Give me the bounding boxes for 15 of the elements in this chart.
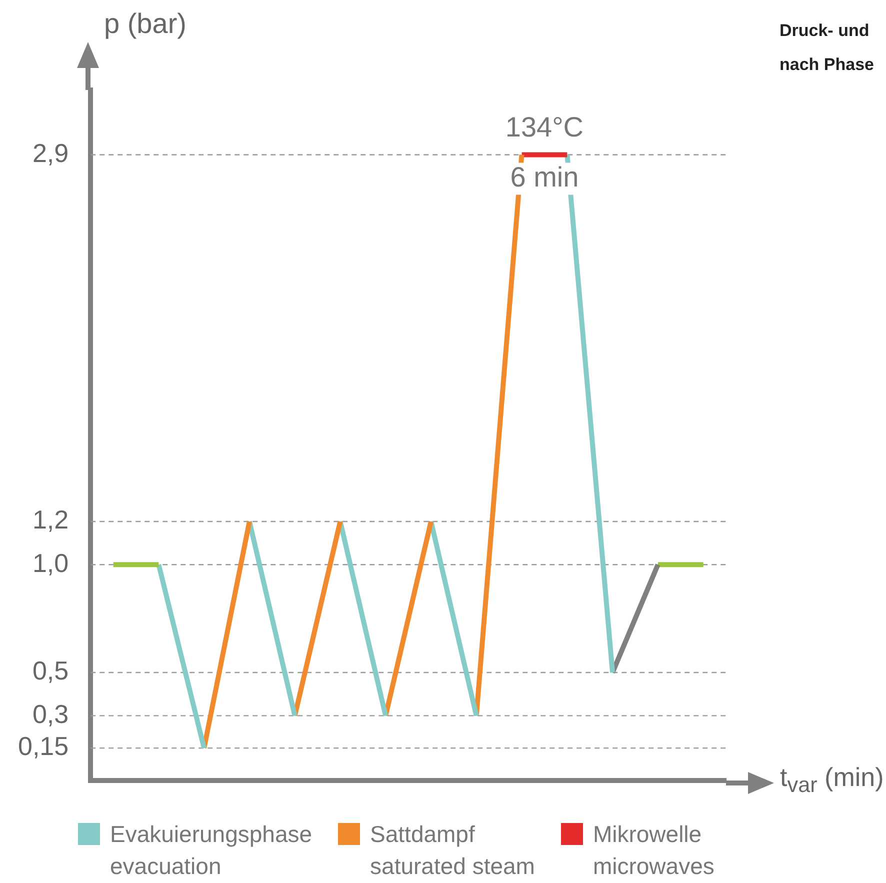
y-tick-label: 0,5 bbox=[32, 656, 69, 686]
y-tick-label: 0,15 bbox=[18, 731, 69, 762]
legend-label: Evakuierungsphase evacuation bbox=[110, 820, 312, 881]
y-tick-label: 2,9 bbox=[32, 138, 69, 168]
y-tick-label: 0,3 bbox=[32, 698, 69, 729]
y-tick-label: 1,2 bbox=[32, 504, 69, 535]
x-axis-title: t$_{var}$ (min) bbox=[780, 762, 884, 799]
legend-label: Mikrowelle microwaves bbox=[592, 820, 714, 881]
annotation: 6 min bbox=[510, 161, 579, 192]
annotation: 134°C bbox=[505, 111, 584, 142]
y-tick-label: 1,0 bbox=[32, 548, 69, 578]
text: Druck- und bbox=[780, 21, 870, 40]
y-axis-title: p (bar) bbox=[104, 8, 186, 40]
legend-label: Sattdampf saturated steam bbox=[370, 820, 535, 881]
text: nach Phase bbox=[780, 55, 874, 74]
